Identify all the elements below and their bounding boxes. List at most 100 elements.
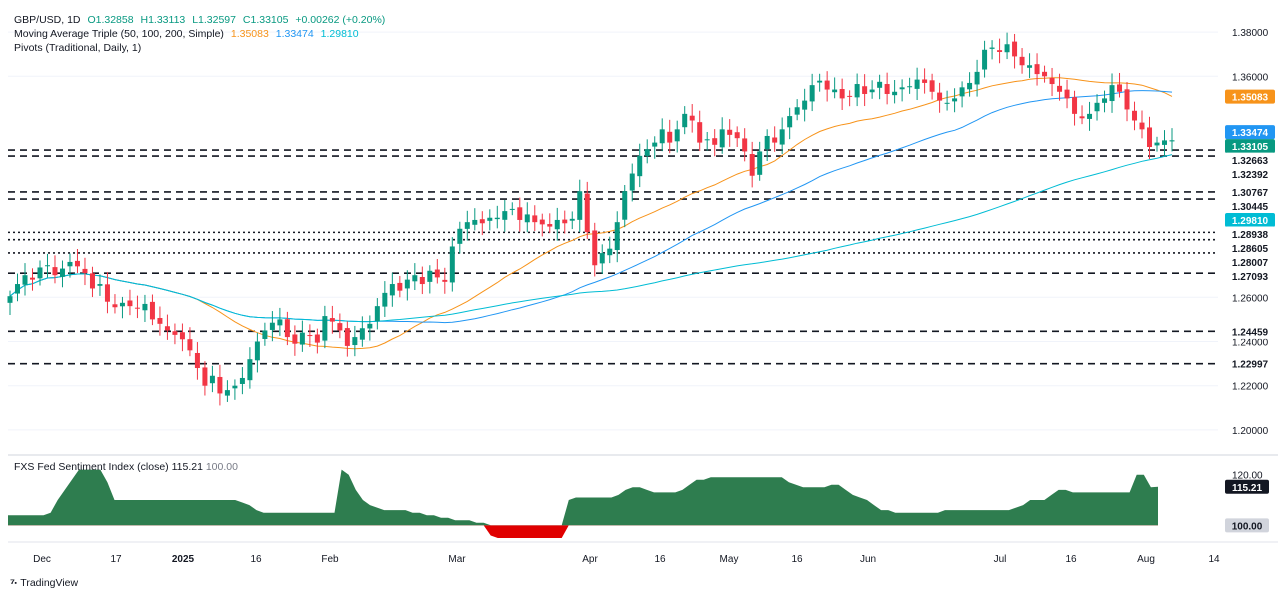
candle-body bbox=[569, 218, 575, 221]
candle-body bbox=[1012, 41, 1018, 57]
candle-body bbox=[824, 80, 830, 90]
candle-body bbox=[914, 79, 920, 89]
candle-body bbox=[577, 191, 583, 220]
candle-body bbox=[794, 107, 800, 115]
candle-body bbox=[952, 98, 958, 102]
candle-body bbox=[104, 284, 110, 302]
candle-body bbox=[74, 260, 80, 267]
candle-body bbox=[592, 230, 598, 266]
candle-body bbox=[674, 129, 680, 142]
price-badge-label: 1.33474 bbox=[1232, 128, 1269, 139]
candle-body bbox=[877, 81, 883, 88]
price-badge bbox=[1224, 268, 1276, 284]
candle-body bbox=[299, 332, 305, 345]
high-value: H1.33113 bbox=[140, 14, 186, 26]
candle-body bbox=[637, 155, 643, 177]
price-badge-label: 1.29810 bbox=[1232, 216, 1269, 227]
candle-body bbox=[1019, 56, 1025, 66]
candle-body bbox=[254, 341, 260, 361]
sentiment-value-1: 115.21 bbox=[171, 461, 203, 473]
candle-body bbox=[449, 246, 455, 283]
candle-body bbox=[847, 95, 853, 97]
candle-body bbox=[1057, 85, 1063, 92]
candle-body bbox=[884, 84, 890, 94]
price-badge-label: 1.24459 bbox=[1232, 327, 1269, 338]
price-badge-label: 1.30767 bbox=[1232, 188, 1269, 199]
sub-y-tick-label: 120.00 bbox=[1232, 471, 1263, 482]
candle-body bbox=[1004, 44, 1010, 53]
candle-body bbox=[607, 248, 613, 256]
candle-body bbox=[269, 322, 275, 330]
candle-body bbox=[1162, 140, 1168, 145]
candle-body bbox=[524, 214, 530, 223]
sentiment-label: FXS Fed Sentiment Index (close) bbox=[14, 461, 169, 473]
price-badge bbox=[1225, 125, 1275, 140]
y-tick-label: 1.20000 bbox=[1232, 426, 1269, 437]
price-badge bbox=[1224, 356, 1276, 372]
candle-body bbox=[974, 71, 980, 85]
price-axis: 1.38000 1.36000 1.26000 1.24000 1.22000 1.200… bbox=[1232, 28, 1269, 482]
candle-body bbox=[1094, 102, 1100, 112]
pivots-legend: Pivots (Traditional, Daily, 1) bbox=[14, 42, 145, 54]
sub-value-badge bbox=[1225, 479, 1269, 494]
candle-body bbox=[412, 275, 418, 282]
candle-body bbox=[1064, 89, 1070, 99]
y-tick-label: 1.24000 bbox=[1232, 338, 1269, 349]
price-badge-label: 1.22997 bbox=[1232, 360, 1269, 371]
candle-body bbox=[164, 326, 170, 331]
x-tick-label: 14 bbox=[1208, 554, 1220, 565]
candle-body bbox=[314, 334, 320, 343]
candle-body bbox=[929, 80, 935, 92]
candle-body bbox=[787, 116, 793, 128]
pivot-lines bbox=[8, 149, 1218, 365]
candle-body bbox=[622, 191, 628, 220]
candle-body bbox=[1034, 64, 1040, 75]
y-tick-label: 1.26000 bbox=[1232, 293, 1269, 304]
low-value: L1.32597 bbox=[192, 14, 236, 26]
candle-body bbox=[727, 129, 733, 135]
candle-body bbox=[202, 367, 208, 386]
sub-value-label: 100.00 bbox=[1232, 521, 1263, 532]
candle-body bbox=[502, 211, 508, 220]
x-tick-label: 16 bbox=[654, 554, 666, 565]
price-badge bbox=[1225, 212, 1275, 227]
candle-body bbox=[14, 284, 20, 294]
price-badge-label: 1.33105 bbox=[1232, 142, 1269, 153]
candle-body bbox=[1072, 97, 1078, 114]
candle-body bbox=[359, 328, 365, 340]
candle-body bbox=[854, 84, 860, 98]
tradingview-icon: ⁷∙ bbox=[10, 576, 17, 590]
candle-body bbox=[382, 292, 388, 307]
candle-body bbox=[7, 296, 13, 303]
x-tick-label: Aug bbox=[1137, 554, 1155, 565]
candle-body bbox=[397, 282, 403, 291]
candle-body bbox=[127, 300, 133, 307]
x-tick-label: Jun bbox=[860, 554, 876, 565]
close-value: C1.33105 bbox=[242, 14, 289, 26]
ma-legend: Moving Average Triple (50, 100, 200, Sim… bbox=[14, 28, 363, 40]
time-axis: Dec 17 2025 16 Feb Mar Apr 16 May 16 Jun Jul 16 Aug 14 bbox=[33, 554, 1220, 565]
x-tick-label: Dec bbox=[33, 554, 51, 565]
ma100-line bbox=[9, 90, 1173, 324]
x-tick-label: 16 bbox=[1065, 554, 1077, 565]
candle-body bbox=[959, 87, 965, 97]
x-tick-label: 2025 bbox=[172, 554, 195, 565]
candle-body bbox=[344, 328, 350, 346]
candle-body bbox=[277, 319, 283, 326]
tradingview-logo[interactable]: ⁷∙ TradingView bbox=[10, 576, 78, 590]
x-tick-label: 16 bbox=[250, 554, 262, 565]
y-tick-label: 1.38000 bbox=[1232, 28, 1269, 39]
x-tick-label: Jul bbox=[994, 554, 1007, 565]
x-tick-label: Feb bbox=[321, 554, 339, 565]
candle-body bbox=[37, 267, 43, 279]
candle-body bbox=[374, 306, 380, 322]
candle-body bbox=[547, 224, 553, 227]
candle-body bbox=[704, 139, 710, 141]
candle-body bbox=[179, 332, 185, 340]
symbol-label: GBP/USD, 1D bbox=[14, 14, 81, 26]
candle-body bbox=[562, 219, 568, 224]
candle-body bbox=[937, 92, 943, 101]
candle-body bbox=[427, 270, 433, 282]
candle-body bbox=[1109, 85, 1115, 102]
